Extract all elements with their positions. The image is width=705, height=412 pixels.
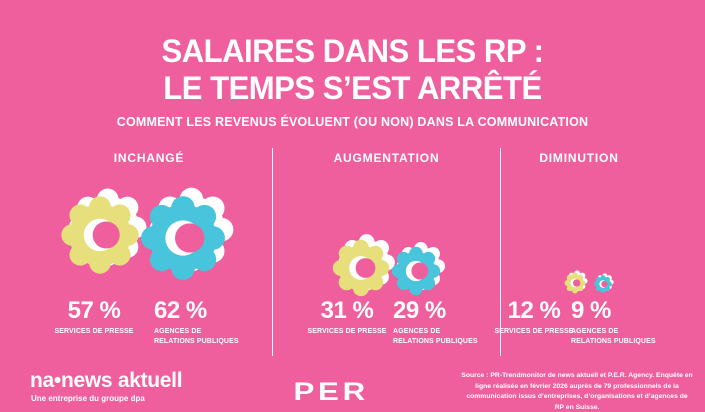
per-logo-wrap: PER xyxy=(281,378,381,407)
header: SALAIRES DANS LES RP : LE TEMPS S’EST AR… xyxy=(0,33,705,129)
stat-value: 12 % xyxy=(507,297,561,324)
stat-services-de-presse: 12 % SERVICES DE PRESSE xyxy=(494,297,573,337)
stats-row: 31 % SERVICES DE PRESSE 29 % AGENCES DE … xyxy=(307,297,481,346)
stat-services-de-presse: 57 % SERVICES DE PRESSE xyxy=(44,297,144,337)
stat-value: 57 % xyxy=(67,297,121,324)
per-logo: PER xyxy=(293,378,369,406)
sections-row: INCHANGÉ 57 % SERVICES DE PRESSE 62 xyxy=(0,148,705,356)
stat-value: 29 % xyxy=(393,297,446,324)
section-augmentation: AUGMENTATION 31 % SERVICES DE PRESSE xyxy=(272,148,500,356)
stat-label: SERVICES DE PRESSE xyxy=(494,328,574,336)
stat-label: SERVICES DE PRESSE xyxy=(307,328,387,336)
stats-row: 57 % SERVICES DE PRESSE 62 % AGENCES DE … xyxy=(44,297,242,346)
stat-value: 62 % xyxy=(154,297,207,324)
gear-icon-blue xyxy=(141,187,234,280)
page-subtitle: COMMENT LES REVENUS ÉVOLUENT (OU NON) DA… xyxy=(116,115,589,129)
section-header: INCHANGÉ xyxy=(113,151,185,165)
stats-row: 12 % SERVICES DE PRESSE 9 % AGENCES DE R… xyxy=(494,297,659,346)
stat-services-de-presse: 31 % SERVICES DE PRESSE xyxy=(307,297,387,337)
section-inchange: INCHANGÉ 57 % SERVICES DE PRESSE 62 xyxy=(0,148,272,356)
brand-tagline: Une entreprise du groupe dpa xyxy=(31,394,145,403)
source-note: Source : PR-Trendmonitor de news aktuell… xyxy=(461,372,693,411)
gear-icon-yellow xyxy=(332,234,395,297)
stat-agences-rp: 9 % AGENCES DE RELATIONS PUBLIQUES xyxy=(571,297,659,346)
stat-label: AGENCES DE RELATIONS PUBLIQUES xyxy=(571,328,656,345)
stat-agences-rp: 29 % AGENCES DE RELATIONS PUBLIQUES xyxy=(393,297,481,346)
page-title: SALAIRES DANS LES RP : LE TEMPS S’EST AR… xyxy=(11,33,695,107)
stat-agences-rp: 62 % AGENCES DE RELATIONS PUBLIQUES xyxy=(154,297,242,346)
section-diminution: DIMINUTION 12 % SERVICES DE PRESSE 9 xyxy=(494,148,705,356)
section-header: DIMINUTION xyxy=(539,151,619,165)
gear-icon-yellow xyxy=(564,270,588,294)
gear-icon-blue xyxy=(391,241,446,296)
stat-value: 9 % xyxy=(571,297,611,324)
title-line-2: LE TEMPS S’EST ARRÊTÉ xyxy=(163,70,542,106)
news-aktuell-logo: na•news aktuell xyxy=(30,369,183,392)
gear-icon-yellow xyxy=(61,188,147,274)
section-header: AUGMENTATION xyxy=(333,151,440,165)
gear-icon-blue xyxy=(594,273,614,293)
stat-label: SERVICES DE PRESSE xyxy=(54,328,134,336)
stat-value: 31 % xyxy=(320,297,374,324)
stat-label: AGENCES DE RELATIONS PUBLIQUES xyxy=(154,328,239,345)
title-line-1: SALAIRES DANS LES RP : xyxy=(161,33,544,69)
stat-label: AGENCES DE RELATIONS PUBLIQUES xyxy=(393,328,478,345)
